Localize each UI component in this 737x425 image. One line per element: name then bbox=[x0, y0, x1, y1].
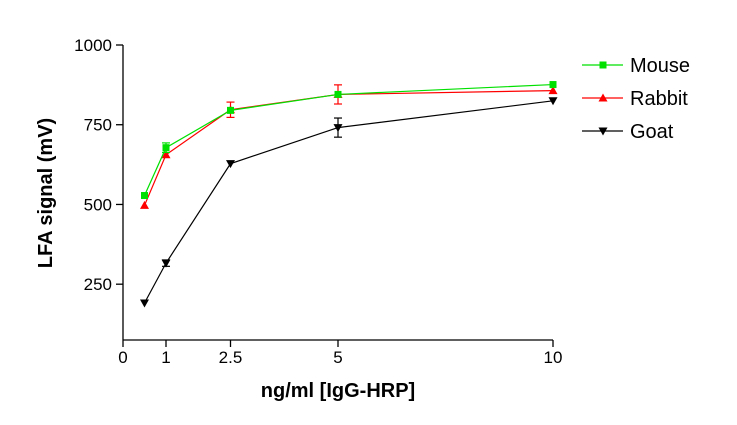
legend-label: Rabbit bbox=[630, 88, 688, 110]
legend-item-goat: Goat bbox=[582, 121, 674, 143]
x-tick-label: 0 bbox=[118, 348, 127, 367]
data-point-marker bbox=[333, 124, 343, 133]
x-tick-label: 5 bbox=[333, 348, 342, 367]
legend-item-mouse: Mouse bbox=[582, 55, 690, 77]
y-axis-title: LFA signal (mV) bbox=[35, 118, 57, 268]
y-tick-label: 500 bbox=[84, 195, 112, 214]
data-point-marker bbox=[227, 106, 234, 114]
legend-label: Goat bbox=[630, 121, 674, 143]
axes: 250 500 750 1000 0 1 2.5 5 10 bbox=[74, 36, 562, 367]
series-goat bbox=[140, 97, 558, 308]
y-tick-label: 250 bbox=[84, 275, 112, 294]
x-tick-label: 10 bbox=[544, 348, 563, 367]
legend-marker bbox=[599, 61, 607, 69]
data-point-marker bbox=[162, 144, 170, 152]
y-tick-label: 1000 bbox=[74, 36, 112, 55]
data-point-marker bbox=[140, 200, 149, 209]
series-line bbox=[143, 83, 554, 196]
legend-label: Mouse bbox=[630, 55, 690, 77]
data-point-marker bbox=[548, 86, 558, 95]
legend-marker bbox=[598, 127, 608, 136]
x-tick-label: 1 bbox=[161, 348, 170, 367]
y-tick-label: 750 bbox=[84, 116, 112, 135]
data-point-marker bbox=[334, 90, 342, 98]
legend-marker bbox=[598, 93, 608, 102]
data-point-marker bbox=[140, 299, 149, 308]
legend-item-rabbit: Rabbit bbox=[582, 88, 688, 110]
legend: Mouse Rabbit Goat bbox=[582, 55, 690, 143]
series-line bbox=[143, 90, 554, 206]
series-mouse bbox=[141, 81, 557, 200]
x-axis-title: ng/ml [IgG-HRP] bbox=[261, 380, 415, 402]
data-point-marker bbox=[161, 150, 171, 159]
series-rabbit bbox=[140, 84, 558, 209]
x-tick-label: 2.5 bbox=[219, 348, 243, 367]
series-line bbox=[143, 100, 554, 304]
data-point-marker bbox=[161, 259, 171, 268]
data-point-marker bbox=[226, 160, 235, 169]
data-point-marker bbox=[141, 192, 148, 200]
series-layer bbox=[140, 81, 558, 308]
data-point-marker bbox=[549, 81, 557, 89]
data-point-marker bbox=[548, 97, 558, 106]
